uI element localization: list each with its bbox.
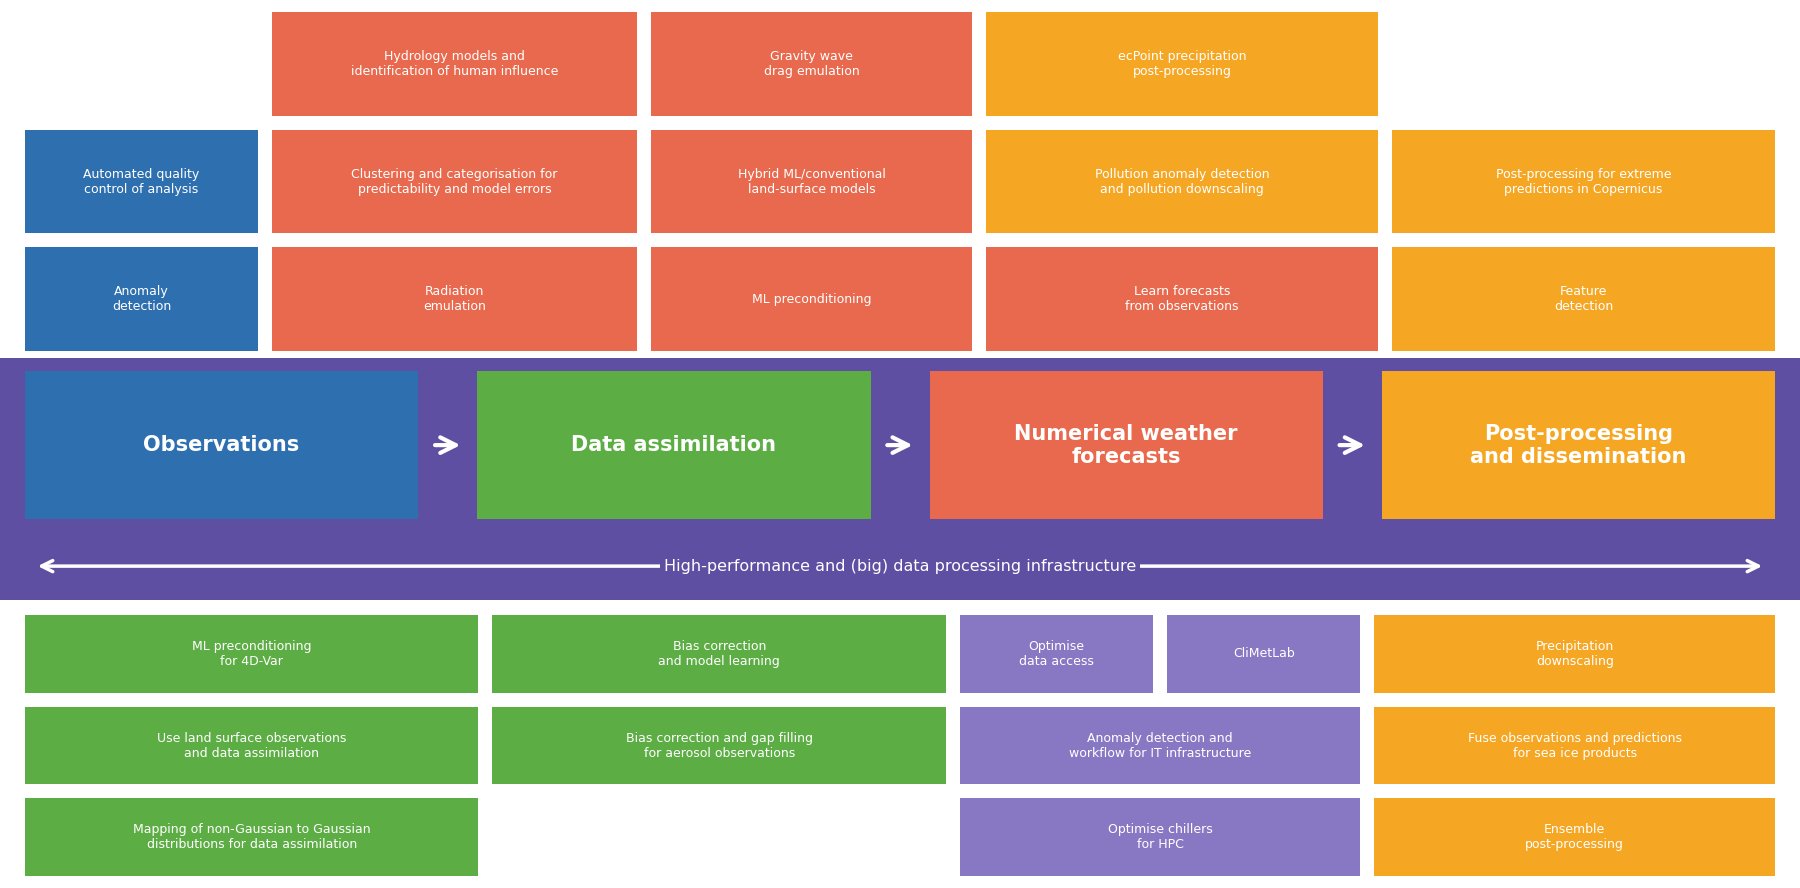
Text: Mapping of non-Gaussian to Gaussian
distributions for data assimilation: Mapping of non-Gaussian to Gaussian dist… <box>133 823 371 852</box>
FancyBboxPatch shape <box>493 707 947 784</box>
FancyBboxPatch shape <box>959 798 1361 876</box>
Text: Learn forecasts
from observations: Learn forecasts from observations <box>1125 285 1238 313</box>
FancyBboxPatch shape <box>25 798 479 876</box>
FancyBboxPatch shape <box>959 707 1361 784</box>
FancyBboxPatch shape <box>272 12 637 115</box>
Text: Bias correction and gap filling
for aerosol observations: Bias correction and gap filling for aero… <box>626 732 812 759</box>
FancyBboxPatch shape <box>493 615 947 693</box>
FancyBboxPatch shape <box>1375 615 1775 693</box>
FancyBboxPatch shape <box>25 130 257 234</box>
Text: Feature
detection: Feature detection <box>1553 285 1613 313</box>
Text: Optimise
data access: Optimise data access <box>1019 640 1094 668</box>
Text: CliMetLab: CliMetLab <box>1233 647 1294 661</box>
FancyBboxPatch shape <box>959 615 1154 693</box>
FancyBboxPatch shape <box>652 248 972 351</box>
FancyBboxPatch shape <box>1391 130 1775 234</box>
FancyBboxPatch shape <box>1391 248 1775 351</box>
Text: High-performance and (big) data processing infrastructure: High-performance and (big) data processi… <box>664 559 1136 574</box>
Text: ecPoint precipitation
post-processing: ecPoint precipitation post-processing <box>1118 50 1246 78</box>
FancyBboxPatch shape <box>652 12 972 115</box>
FancyBboxPatch shape <box>1382 371 1775 519</box>
FancyBboxPatch shape <box>986 12 1379 115</box>
Text: Precipitation
downscaling: Precipitation downscaling <box>1535 640 1615 668</box>
FancyBboxPatch shape <box>25 248 257 351</box>
Text: Anomaly
detection: Anomaly detection <box>112 285 171 313</box>
Text: Numerical weather
forecasts: Numerical weather forecasts <box>1015 424 1238 467</box>
Text: Clustering and categorisation for
predictability and model errors: Clustering and categorisation for predic… <box>351 168 558 195</box>
FancyBboxPatch shape <box>929 371 1323 519</box>
FancyBboxPatch shape <box>0 358 1800 600</box>
FancyBboxPatch shape <box>272 248 637 351</box>
Text: Ensemble
post-processing: Ensemble post-processing <box>1525 823 1624 852</box>
Text: Data assimilation: Data assimilation <box>571 435 776 456</box>
Text: Fuse observations and predictions
for sea ice products: Fuse observations and predictions for se… <box>1467 732 1681 759</box>
Text: Post-processing
and dissemination: Post-processing and dissemination <box>1471 424 1687 467</box>
Text: ML preconditioning: ML preconditioning <box>752 293 871 305</box>
FancyBboxPatch shape <box>25 615 479 693</box>
FancyBboxPatch shape <box>1375 798 1775 876</box>
Text: Hydrology models and
identification of human influence: Hydrology models and identification of h… <box>351 50 558 78</box>
Text: Optimise chillers
for HPC: Optimise chillers for HPC <box>1107 823 1213 852</box>
Text: Gravity wave
drag emulation: Gravity wave drag emulation <box>763 50 860 78</box>
FancyBboxPatch shape <box>25 707 479 784</box>
Text: Post-processing for extreme
predictions in Copernicus: Post-processing for extreme predictions … <box>1496 168 1672 195</box>
Text: Observations: Observations <box>144 435 301 456</box>
FancyBboxPatch shape <box>1375 707 1775 784</box>
FancyBboxPatch shape <box>25 371 418 519</box>
FancyBboxPatch shape <box>477 371 871 519</box>
FancyBboxPatch shape <box>986 130 1379 234</box>
Text: Bias correction
and model learning: Bias correction and model learning <box>659 640 779 668</box>
Text: Pollution anomaly detection
and pollution downscaling: Pollution anomaly detection and pollutio… <box>1094 168 1269 195</box>
Text: Anomaly detection and
workflow for IT infrastructure: Anomaly detection and workflow for IT in… <box>1069 732 1251 759</box>
FancyBboxPatch shape <box>652 130 972 234</box>
FancyBboxPatch shape <box>986 248 1379 351</box>
Text: ML preconditioning
for 4D-Var: ML preconditioning for 4D-Var <box>193 640 311 668</box>
Text: Automated quality
control of analysis: Automated quality control of analysis <box>83 168 200 195</box>
FancyBboxPatch shape <box>1166 615 1361 693</box>
Text: Radiation
emulation: Radiation emulation <box>423 285 486 313</box>
Text: Hybrid ML/conventional
land-surface models: Hybrid ML/conventional land-surface mode… <box>738 168 886 195</box>
FancyBboxPatch shape <box>272 130 637 234</box>
Text: Use land surface observations
and data assimilation: Use land surface observations and data a… <box>157 732 346 759</box>
